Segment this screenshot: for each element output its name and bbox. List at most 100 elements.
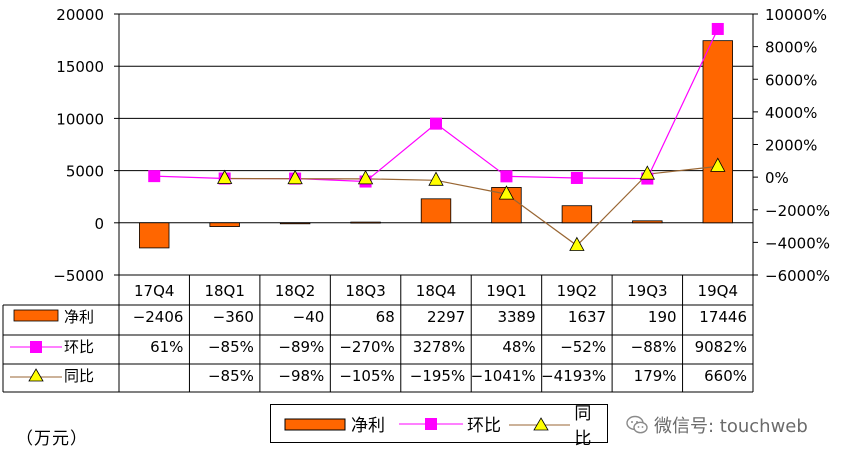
legend-label: 环比: [467, 416, 501, 436]
right-tick-label: 4000%: [765, 104, 817, 122]
wechat-icon: [626, 415, 648, 434]
table-cell: 190: [648, 308, 677, 326]
left-tick-label: −5000: [53, 267, 104, 285]
yoy-point: [639, 165, 656, 180]
category-label: 17Q4: [134, 282, 174, 300]
axes: [118, 13, 754, 276]
watermark-text: 微信号: touchweb: [654, 416, 808, 437]
category-label: 18Q3: [345, 282, 385, 300]
legend-item-yoy: 同比: [509, 404, 607, 449]
left-tick-label: 10000: [56, 110, 104, 128]
table-cell: 3389: [497, 308, 535, 326]
unit-label: （万元）: [16, 429, 88, 449]
table-cell: −88%: [631, 338, 677, 356]
table-cell: −105%: [339, 367, 394, 385]
legend-label: 净利: [351, 416, 385, 436]
bar: [279, 222, 311, 225]
yoy-point: [498, 185, 515, 200]
table-cell: −98%: [278, 367, 324, 385]
net-profit-bars: [139, 40, 733, 249]
right-axis-ticks: −6000% −4000% −2000% 0% 2000% 4000% 6000% 8000%…: [753, 6, 830, 285]
table-cell: −4193%: [541, 367, 606, 385]
right-tick-label: 2000%: [765, 137, 817, 155]
qoq-line: [154, 28, 719, 183]
category-label: 19Q1: [486, 282, 526, 300]
legend: 净利 环比 同比: [270, 404, 608, 449]
qoq-point: [570, 171, 583, 184]
table-cell: 9082%: [695, 338, 747, 356]
qoq-point: [148, 170, 161, 183]
table-cell: 660%: [704, 367, 747, 385]
plot-frame: [118, 13, 754, 276]
yoy-point: [287, 169, 303, 185]
table-cell: 17446: [699, 308, 747, 326]
square-marker-icon: [30, 341, 42, 353]
table-cell: −195%: [410, 367, 465, 385]
category-label: 18Q2: [275, 282, 315, 300]
triangle-marker-icon: [509, 416, 571, 430]
table-cell: −85%: [208, 338, 254, 356]
table-cell: −40: [293, 308, 325, 326]
bar: [139, 222, 170, 249]
left-axis-ticks: −5000 0 5000 10000 15000 20000: [53, 6, 119, 285]
table-cell: −1041%: [471, 367, 536, 385]
bar: [420, 198, 452, 224]
table-cell: −270%: [339, 338, 394, 356]
right-tick-label: −2000%: [765, 202, 830, 220]
table-cell: 179%: [634, 367, 677, 385]
right-tick-label: −4000%: [765, 234, 830, 252]
legend-item-net-profit: 净利: [283, 405, 385, 442]
yoy-point: [428, 171, 444, 186]
right-tick-label: 0%: [765, 169, 789, 187]
table-cell: 48%: [502, 338, 535, 356]
right-tick-label: 6000%: [765, 71, 817, 89]
table-cell: 61%: [150, 338, 183, 356]
row-label: 同比: [64, 367, 94, 385]
right-tick-label: 10000%: [765, 6, 827, 24]
category-label: 19Q4: [698, 282, 738, 300]
qoq-point: [500, 170, 513, 183]
category-label: 18Q4: [416, 282, 456, 300]
yoy-point: [216, 169, 233, 184]
left-tick-label: 20000: [56, 6, 104, 24]
yoy-point: [357, 169, 374, 185]
table-cell: 1637: [568, 308, 606, 326]
data-table: 17Q4 18Q1 18Q2 18Q3 18Q4 19Q1 19Q2 19Q3 19Q4 净利 −2…: [2, 274, 754, 393]
table-cell: −360: [213, 308, 254, 326]
table-cell: −2406: [133, 308, 184, 326]
grid: [119, 13, 753, 276]
ratio-lines: [148, 22, 726, 251]
legend-label: 同比: [574, 403, 592, 449]
qoq-point: [711, 22, 724, 35]
bar: [702, 40, 733, 224]
right-tick-label: 8000%: [765, 39, 817, 57]
triangle-marker-icon: [28, 368, 44, 382]
bar: [350, 221, 381, 224]
bar: [632, 220, 663, 224]
yoy-line: [224, 165, 718, 247]
category-label: 18Q1: [204, 282, 244, 300]
yoy-point: [569, 236, 585, 251]
left-tick-label: 5000: [66, 163, 104, 181]
watermark: 微信号: touchweb: [626, 412, 808, 438]
qoq-point: [430, 117, 442, 130]
left-tick-label: 0: [94, 215, 104, 233]
right-tick-label: −6000%: [765, 267, 830, 285]
table-cell: 3278%: [413, 338, 465, 356]
category-label: 19Q3: [627, 282, 667, 300]
square-marker-icon: [399, 417, 463, 430]
bar: [209, 222, 240, 227]
bar: [561, 205, 593, 224]
category-label: 19Q2: [557, 282, 597, 300]
table-cell: 68: [376, 308, 395, 326]
bar-swatch-icon: [284, 418, 346, 430]
bar-swatch-icon: [13, 309, 59, 322]
row-label: 净利: [64, 308, 94, 326]
table-cell: −89%: [278, 338, 324, 356]
table-cell: −52%: [560, 338, 606, 356]
legend-item-qoq: 环比: [399, 405, 501, 442]
row-label: 环比: [64, 338, 94, 356]
yoy-point: [710, 157, 726, 172]
left-tick-label: 15000: [56, 58, 104, 76]
